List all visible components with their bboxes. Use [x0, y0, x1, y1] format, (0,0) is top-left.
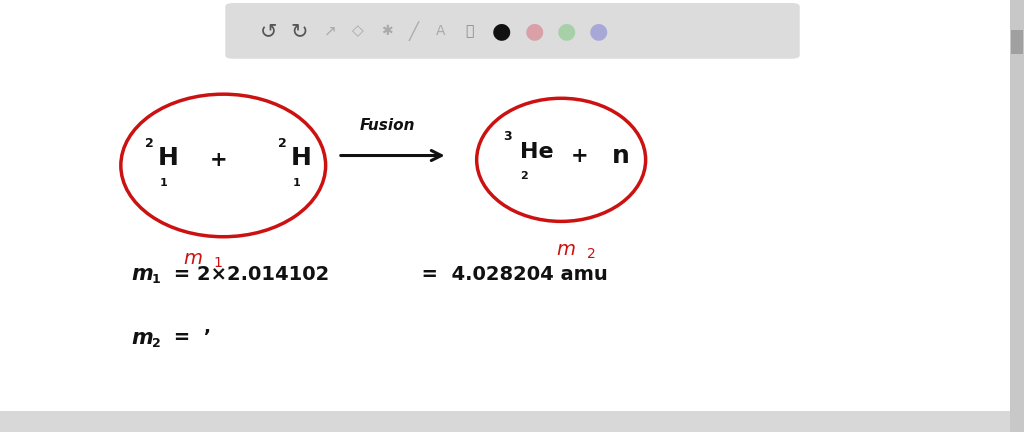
- Bar: [0, 411, 1010, 432]
- Text: 3: 3: [504, 130, 512, 143]
- Text: He: He: [520, 142, 553, 162]
- Text: ◇: ◇: [351, 24, 364, 38]
- Text: = 2×2.014102: = 2×2.014102: [167, 265, 329, 284]
- Text: ●: ●: [589, 21, 607, 41]
- Text: ✱: ✱: [381, 24, 393, 38]
- Text: 1: 1: [214, 256, 222, 270]
- Text: H: H: [158, 146, 178, 170]
- Text: =  4.028204 amu: = 4.028204 amu: [408, 265, 607, 284]
- Bar: [1010, 0, 1024, 432]
- Text: ↗: ↗: [324, 24, 336, 39]
- Text: H: H: [291, 146, 311, 170]
- Text: 1: 1: [293, 178, 301, 188]
- Text: ●: ●: [557, 21, 575, 41]
- Text: m: m: [131, 328, 153, 348]
- Text: 2: 2: [152, 337, 161, 349]
- Text: 1: 1: [160, 178, 168, 188]
- Text: n: n: [611, 143, 630, 168]
- Text: A: A: [435, 24, 445, 38]
- Text: 1: 1: [152, 273, 161, 286]
- Text: 2: 2: [588, 247, 596, 261]
- Text: ↺: ↺: [259, 21, 278, 41]
- Text: ╱: ╱: [409, 22, 419, 41]
- Text: 2: 2: [279, 137, 287, 150]
- Text: Fusion: Fusion: [359, 118, 415, 133]
- Bar: [1011, 30, 1023, 54]
- Text: m: m: [557, 240, 575, 259]
- Text: 2: 2: [520, 171, 528, 181]
- Text: 2: 2: [145, 137, 154, 150]
- Text: ●: ●: [525, 21, 544, 41]
- Text: =  ’: = ’: [167, 328, 211, 347]
- Text: ⎙: ⎙: [465, 24, 473, 38]
- Text: ●: ●: [493, 21, 511, 41]
- FancyBboxPatch shape: [225, 3, 800, 59]
- Text: ↻: ↻: [290, 21, 308, 41]
- Text: +: +: [209, 150, 227, 170]
- Text: m: m: [183, 249, 202, 268]
- Text: +: +: [570, 146, 589, 165]
- Text: m: m: [131, 264, 153, 284]
